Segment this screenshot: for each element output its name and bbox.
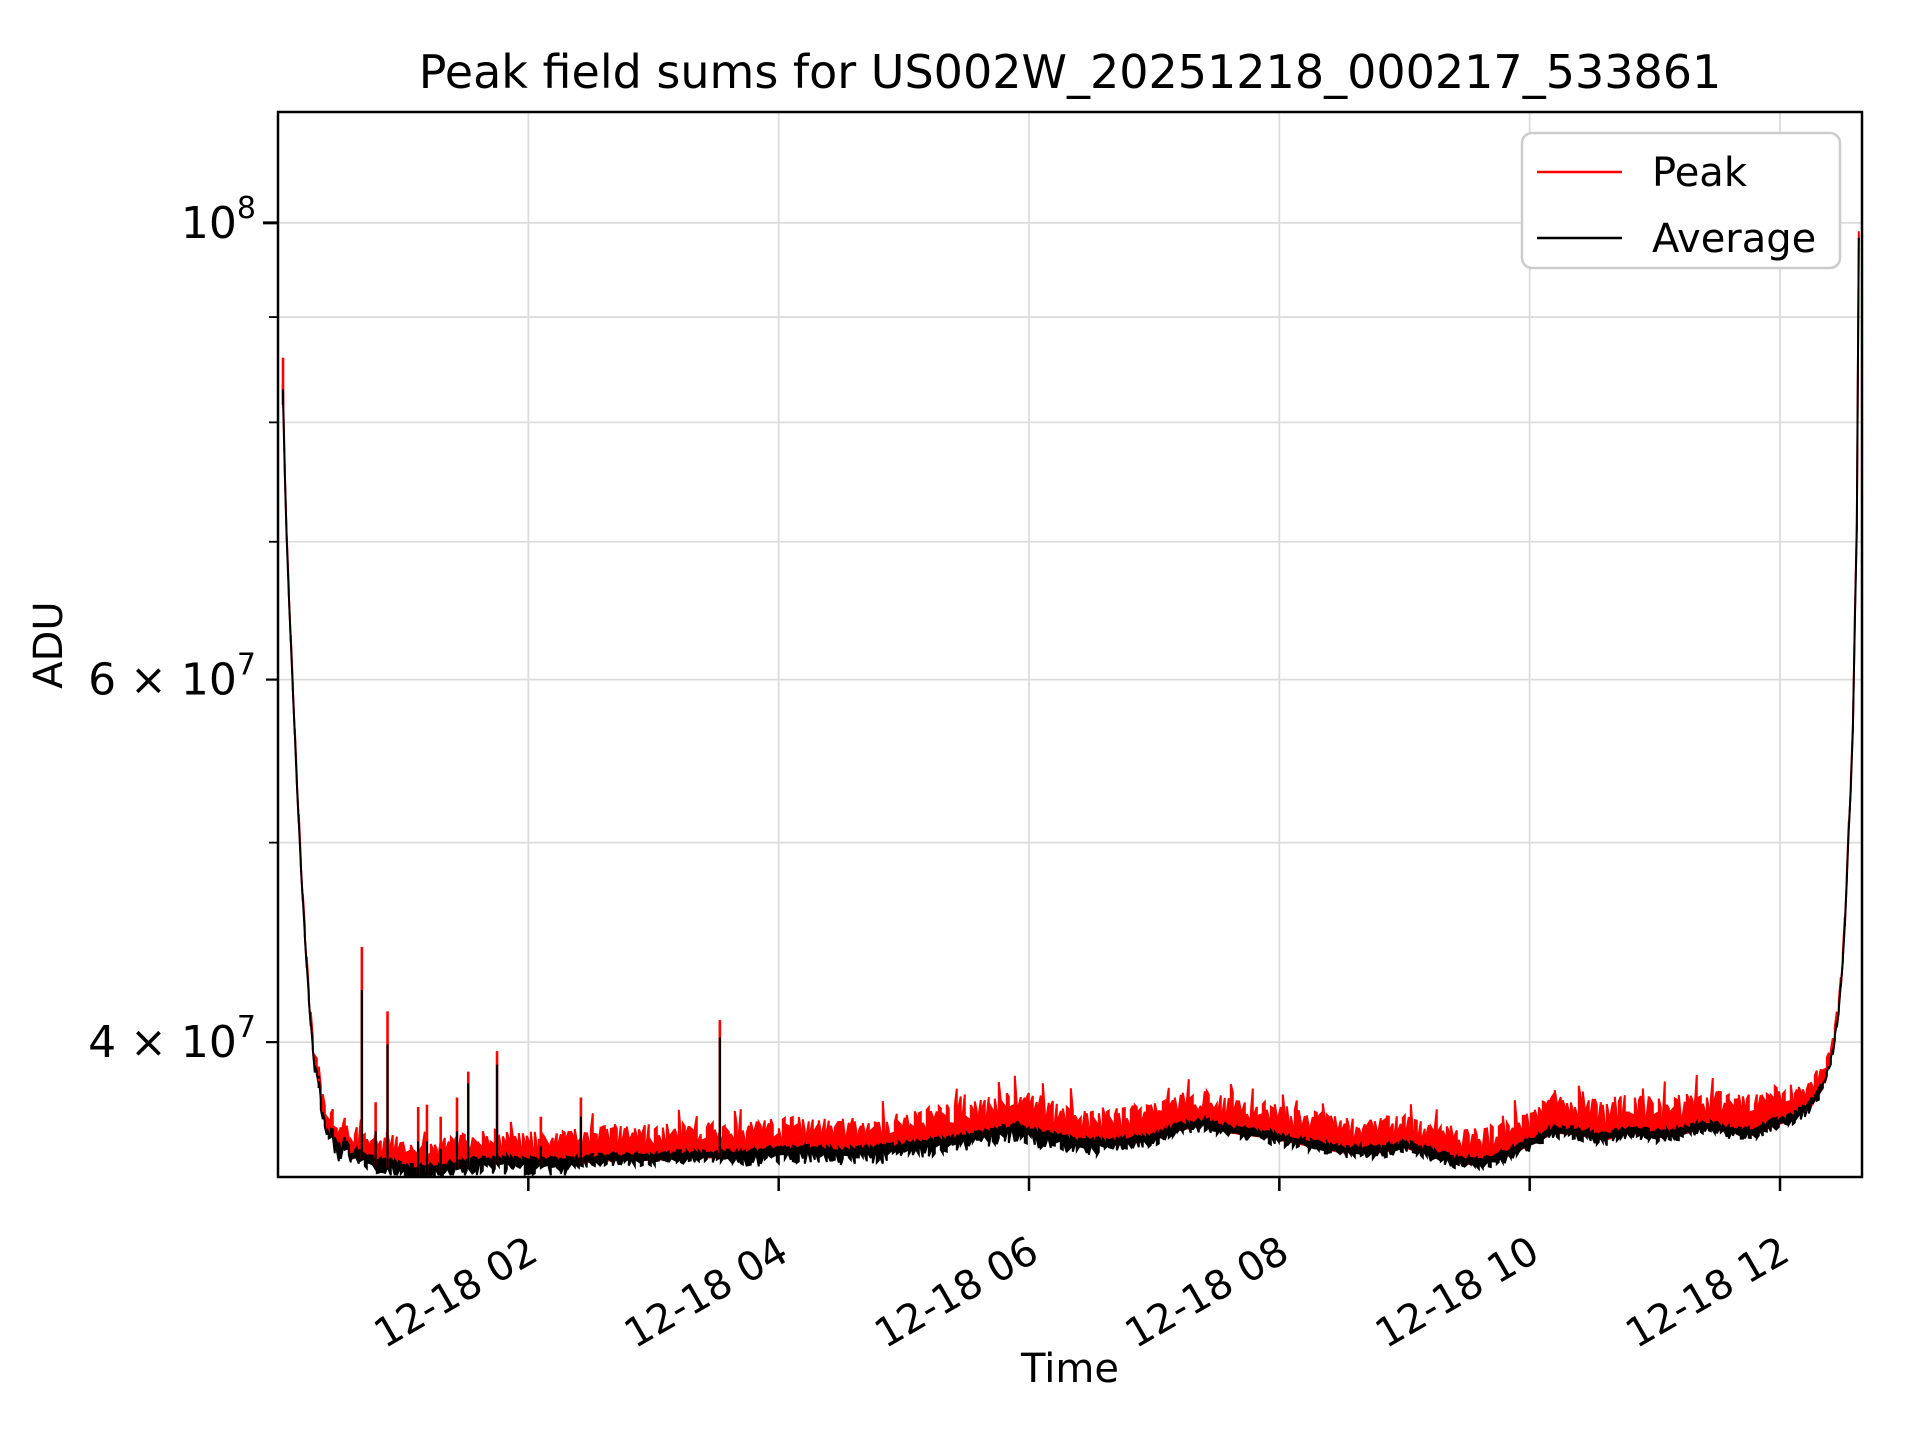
x-tick-label: 12-18 02 xyxy=(367,1228,546,1358)
y-tick-label: 108 xyxy=(181,191,256,249)
legend-box xyxy=(1520,131,1842,270)
legend: Peak Average xyxy=(1520,131,1842,270)
y-tick-label: 6 × 107 xyxy=(88,648,256,706)
axis-tick-labels: 108 6 × 107 4 × 107 12-18 02 12-18 04 12-18 0… xyxy=(88,191,1797,1358)
x-tick-label: 12-18 10 xyxy=(1368,1228,1547,1358)
series-average-line xyxy=(281,237,1860,1177)
legend-label-peak: Peak xyxy=(1652,150,1748,196)
x-tick-label: 12-18 08 xyxy=(1118,1228,1297,1358)
x-tick-label: 12-18 04 xyxy=(617,1228,796,1358)
x-tick-label: 12-18 06 xyxy=(867,1228,1046,1358)
axis-ticks xyxy=(263,221,1782,1191)
plot-border xyxy=(276,110,1864,1179)
x-axis-label: Time xyxy=(1020,1346,1119,1392)
data-series xyxy=(281,231,1860,1177)
legend-label-average: Average xyxy=(1652,216,1816,262)
gridlines xyxy=(278,112,1862,1177)
y-axis-label: ADU xyxy=(26,601,72,688)
series-peak-line xyxy=(281,231,1860,1174)
x-tick-label: 12-18 12 xyxy=(1618,1228,1797,1358)
y-tick-label: 4 × 107 xyxy=(88,1010,256,1068)
chart-title: Peak field sums for US002W_20251218_0002… xyxy=(419,45,1722,99)
